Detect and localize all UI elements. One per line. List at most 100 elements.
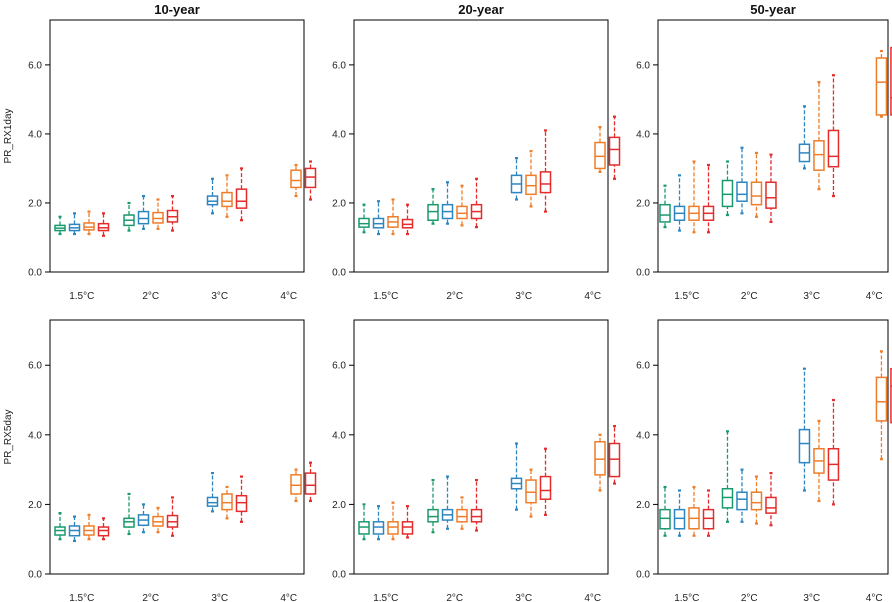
box-red-2	[166, 496, 179, 537]
x-tick-label: 1.5°C	[674, 291, 699, 302]
y-tick-label: 2.0	[636, 198, 650, 209]
y-tick-label: 2.0	[332, 198, 346, 209]
box-body	[206, 496, 219, 507]
box-body	[456, 205, 468, 220]
box-orange-3	[221, 174, 233, 218]
x-tick-label: 3°C	[803, 291, 820, 302]
box-red-1	[702, 163, 715, 234]
box-body	[470, 508, 483, 523]
box-body	[539, 475, 552, 500]
box-body	[765, 181, 777, 209]
plot-frame	[657, 19, 889, 273]
box-body	[827, 129, 840, 168]
y-tick-label: 6.0	[28, 361, 42, 372]
box-orange-4	[875, 49, 888, 118]
box-body	[765, 496, 777, 514]
box-body	[875, 376, 888, 422]
box-body	[290, 169, 302, 189]
box-red-1	[401, 203, 414, 236]
box-blue-1	[673, 174, 686, 232]
panel-3: 50-year 0.0 2.0 4.0 6.0 1.5°C 2°C 3°C 4°C	[636, 2, 892, 302]
box-orange-1	[387, 198, 399, 236]
box-blue-1	[68, 212, 81, 236]
box-red-4	[304, 160, 317, 201]
box-blue-1	[673, 489, 686, 537]
box-orange-2	[750, 475, 763, 525]
box-body	[659, 508, 671, 530]
x-tick-label: 4°C	[280, 291, 297, 302]
box-blue-3	[798, 105, 811, 170]
y-tick-label: 0.0	[28, 570, 42, 581]
box-orange-2	[750, 151, 763, 218]
x-tick-label: 2°C	[446, 291, 463, 302]
box-orange-4	[594, 125, 606, 173]
box-red-2	[166, 194, 179, 232]
box-orange-1	[688, 160, 700, 234]
box-body	[736, 181, 748, 202]
x-tick-label: 1.5°C	[69, 291, 94, 302]
box-body	[750, 491, 763, 511]
panel-6: 0.0 2.0 4.0 6.0 1.5°C 2°C 3°C 4°C	[636, 319, 892, 602]
box-blue-2	[137, 503, 150, 534]
box-body	[890, 46, 892, 116]
panel-title: 20-year	[458, 2, 504, 17]
box-red-4	[608, 425, 621, 485]
x-tick-label: 4°C	[584, 593, 601, 602]
box-red-4	[304, 461, 317, 503]
box-body	[702, 508, 715, 530]
box-orange-4	[594, 433, 606, 492]
box-red-1	[702, 489, 715, 537]
box-blue-3	[510, 156, 523, 201]
box-red-4	[890, 46, 892, 116]
y-tick-label: 4.0	[28, 129, 42, 140]
box-green-2	[427, 188, 439, 225]
box-body	[594, 141, 606, 170]
y-tick-label: 6.0	[28, 60, 42, 71]
x-tick-label: 4°C	[866, 593, 883, 602]
box-green-1	[659, 485, 671, 537]
box-body	[221, 191, 233, 208]
box-green-1	[659, 184, 671, 229]
box-blue-3	[206, 471, 219, 513]
box-orange-2	[456, 184, 468, 227]
box-red-1	[401, 505, 414, 539]
panel-2: 20-year 0.0 2.0 4.0 6.0 1.5°C 2°C 3°C 4°C	[332, 2, 621, 302]
box-body	[97, 526, 110, 537]
box-body	[358, 217, 370, 228]
x-tick-label: 3°C	[515, 291, 532, 302]
y-axis-label: PR_RX5day	[3, 409, 14, 464]
box-body	[594, 441, 606, 476]
box-orange-2	[456, 496, 468, 530]
box-red-2	[470, 177, 483, 229]
box-body	[427, 203, 439, 221]
x-tick-label: 2°C	[741, 291, 758, 302]
box-body	[235, 188, 248, 209]
box-orange-4	[290, 468, 302, 503]
box-blue-3	[510, 442, 523, 511]
x-tick-label: 4°C	[866, 291, 883, 302]
box-body	[290, 474, 302, 495]
box-body	[608, 442, 621, 478]
plot-frame	[353, 319, 609, 575]
box-orange-1	[83, 513, 95, 541]
box-orange-3	[221, 485, 233, 520]
box-body	[358, 521, 370, 535]
box-body	[875, 57, 888, 116]
box-body	[123, 517, 135, 528]
plot-frame	[657, 319, 889, 575]
y-tick-label: 2.0	[636, 500, 650, 511]
box-body	[401, 521, 414, 535]
box-body	[221, 493, 233, 511]
box-red-3	[827, 74, 840, 198]
box-orange-1	[83, 210, 95, 236]
box-blue-2	[137, 194, 150, 230]
box-red-3	[827, 398, 840, 506]
box-orange-3	[813, 419, 825, 503]
box-green-2	[123, 201, 135, 232]
y-tick-label: 4.0	[636, 430, 650, 441]
box-blue-2	[441, 475, 454, 530]
box-body	[525, 174, 537, 196]
box-orange-2	[152, 506, 164, 534]
x-tick-label: 1.5°C	[69, 593, 94, 602]
